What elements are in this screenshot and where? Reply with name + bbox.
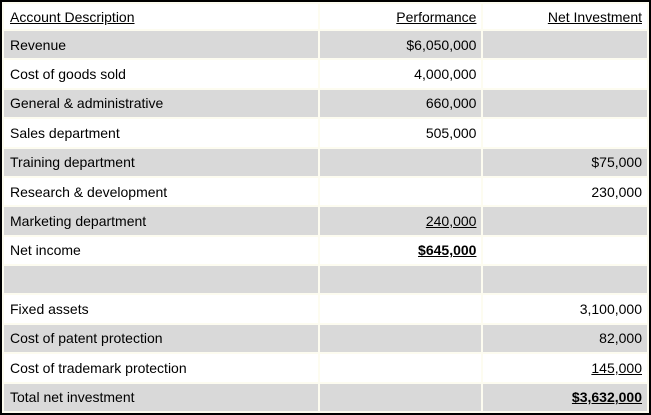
net-investment-value: $3,632,000 [483,383,647,411]
table-row: Revenue $6,050,000 [4,31,647,59]
performance-value [319,383,482,411]
performance-value: $645,000 [319,236,482,264]
row-label: Sales department [4,119,318,147]
table-row: Cost of trademark protection 145,000 [4,354,647,382]
table-row: Marketing department 240,000 [4,207,647,235]
table-row: General & administrative 660,000 [4,89,647,118]
performance-value: $6,050,000 [319,31,482,59]
net-investment-value [483,31,647,59]
row-label: General & administrative [4,89,318,118]
table-row: Sales department 505,000 [4,119,647,147]
performance-value [319,177,482,206]
row-label: Training department [4,148,318,176]
column-header-net-investment: Net Investment [483,4,647,29]
performance-value [319,295,482,323]
performance-value [319,324,482,353]
net-investment-value [483,266,647,294]
net-investment-value: 145,000 [483,354,647,382]
performance-value: 240,000 [319,207,482,235]
row-label: Total net investment [4,383,318,411]
net-investment-value [483,207,647,235]
row-label: Research & development [4,177,318,206]
net-investment-value: $75,000 [483,148,647,176]
column-header-performance: Performance [319,4,482,29]
row-label: Net income [4,236,318,264]
performance-value: 660,000 [319,89,482,118]
table-row: Research & development 230,000 [4,177,647,206]
performance-value [319,354,482,382]
net-investment-value [483,89,647,118]
table-row-net-income: Net income $645,000 [4,236,647,264]
column-header-account-description: Account Description [4,4,318,29]
net-investment-value: 82,000 [483,324,647,353]
row-label: Fixed assets [4,295,318,323]
performance-value [319,266,482,294]
table-row: Cost of patent protection 82,000 [4,324,647,353]
performance-value: 505,000 [319,119,482,147]
net-investment-value: 230,000 [483,177,647,206]
spacer-row [4,266,647,294]
net-investment-value [483,60,647,88]
performance-value: 4,000,000 [319,60,482,88]
net-investment-value: 3,100,000 [483,295,647,323]
table-row: Cost of goods sold 4,000,000 [4,60,647,88]
table-row: Fixed assets 3,100,000 [4,295,647,323]
row-label: Cost of patent protection [4,324,318,353]
table-row-total-net-investment: Total net investment $3,632,000 [4,383,647,411]
row-label: Cost of trademark protection [4,354,318,382]
header-row: Account Description Performance Net Inve… [4,4,647,29]
row-label [4,266,318,294]
table-row: Training department $75,000 [4,148,647,176]
row-label: Marketing department [4,207,318,235]
net-investment-value [483,236,647,264]
performance-value [319,148,482,176]
row-label: Cost of goods sold [4,60,318,88]
row-label: Revenue [4,31,318,59]
net-investment-value [483,119,647,147]
